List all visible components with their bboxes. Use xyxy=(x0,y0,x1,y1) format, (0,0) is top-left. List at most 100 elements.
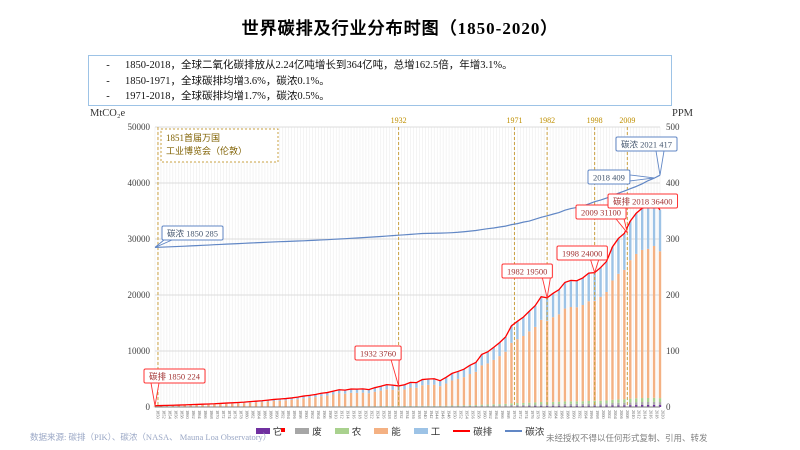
bar-segment-它 xyxy=(575,405,579,407)
x-axis-tick-label: 2010 xyxy=(631,410,636,419)
bar-segment-工 xyxy=(314,394,317,398)
x-axis-tick-label: 1998 xyxy=(595,410,600,419)
bar-segment-工 xyxy=(510,325,513,343)
bar-segment-农 xyxy=(635,398,638,403)
bar-segment-能 xyxy=(486,363,489,405)
bar-segment-能 xyxy=(314,397,317,407)
bar-segment-工 xyxy=(403,384,406,390)
bar-segment-工 xyxy=(266,400,270,402)
bar-segment-工 xyxy=(326,392,329,396)
bar-segment-能 xyxy=(272,401,276,407)
bar-segment-废 xyxy=(539,404,543,406)
x-axis-tick-label: 1864 xyxy=(197,410,202,419)
event-note-text: 1851首届万国 xyxy=(166,132,220,143)
x-axis-tick-label: 1916 xyxy=(352,410,357,419)
bar-segment-工 xyxy=(444,377,448,384)
x-axis-tick-label: 1936 xyxy=(411,410,416,419)
bar-segment-它 xyxy=(640,405,644,407)
bar-segment-农 xyxy=(575,401,579,404)
bar-segment-能 xyxy=(236,403,240,407)
annotation-text: 1998 24000 xyxy=(562,249,602,259)
annotation-text: 2018 409 xyxy=(593,173,625,183)
x-axis-tick-label: 1928 xyxy=(387,410,392,419)
bar-segment-能 xyxy=(557,314,561,402)
x-axis-tick-label: 1952 xyxy=(459,410,464,419)
annotation-text: 2009 31100 xyxy=(581,208,621,218)
bar-segment-农 xyxy=(444,405,448,407)
bar-segment-废 xyxy=(623,402,626,406)
bar-segment-它 xyxy=(629,405,632,407)
x-axis-tick-label: 1914 xyxy=(346,410,351,419)
summary-list: - 1850-2018，全球二氧化碳排放从2.24亿吨增长到364亿吨，总增162… xyxy=(97,58,667,105)
x-axis-tick-label: 1990 xyxy=(571,410,576,419)
bar-segment-农 xyxy=(605,400,608,404)
bar-segment-农 xyxy=(450,405,454,407)
summary-box: - 1850-2018，全球二氧化碳排放从2.24亿吨增长到364亿吨，总增162… xyxy=(88,55,672,106)
bar-segment-工 xyxy=(421,379,424,386)
annotation-callout xyxy=(143,368,206,384)
x-axis-tick-label: 1988 xyxy=(565,410,570,419)
bar-segment-工 xyxy=(343,390,347,394)
bar-segment-工 xyxy=(290,397,293,400)
bar-segment-能 xyxy=(361,392,365,407)
bar-segment-能 xyxy=(599,296,602,401)
bar-segment-工 xyxy=(581,277,584,306)
x-axis-tick-label: 1938 xyxy=(417,410,422,419)
bar-segment-能 xyxy=(658,251,662,399)
legend-label: 农 xyxy=(351,428,362,438)
x-axis-tick-label: 1984 xyxy=(554,410,559,419)
x-axis-tick-label: 1972 xyxy=(518,410,523,419)
annotation-callout xyxy=(161,225,224,241)
bar-segment-工 xyxy=(629,221,632,261)
x-axis-tick-label: 1974 xyxy=(524,410,529,419)
legend-label: 它 xyxy=(272,428,283,438)
x-axis-tick-label: 1860 xyxy=(185,410,190,419)
legend-color-swatch xyxy=(334,428,349,434)
bar-segment-废 xyxy=(587,403,590,406)
bar-segment-能 xyxy=(427,384,430,406)
bar-segment-废 xyxy=(522,404,525,407)
bar-segment-工 xyxy=(355,389,359,393)
legend-label: 废 xyxy=(312,428,322,438)
x-axis-tick-label: 1872 xyxy=(221,410,226,419)
x-axis-tick-label: 1856 xyxy=(173,410,178,419)
bar-segment-能 xyxy=(159,405,163,407)
bar-segment-废 xyxy=(486,405,489,407)
bar-segment-农 xyxy=(581,401,584,404)
bar-segment-废 xyxy=(474,405,478,407)
bar-segment-农 xyxy=(522,402,525,405)
bar-segment-能 xyxy=(545,320,549,403)
bar-segment-工 xyxy=(498,342,501,357)
summary-bullet-text: 1850-2018，全球二氧化碳排放从2.24亿吨增长到364亿吨，总增162.… xyxy=(125,60,513,71)
bar-segment-能 xyxy=(219,404,222,407)
bar-segment-能 xyxy=(201,404,204,407)
x-axis-tick-label: 1912 xyxy=(340,410,345,419)
bar-segment-工 xyxy=(557,289,561,315)
x-axis-tick-label: 1964 xyxy=(494,410,499,419)
bar-segment-农 xyxy=(646,397,650,402)
bar-segment-工 xyxy=(438,380,442,387)
bar-segment-工 xyxy=(272,399,276,402)
x-axis-tick-label: 2016 xyxy=(649,410,654,419)
legend-item-碳排: 碳排 xyxy=(453,424,492,438)
event-year-label: 1932 xyxy=(391,116,407,125)
x-axis-tick-label: 1892 xyxy=(280,410,285,419)
bar-segment-能 xyxy=(415,387,418,406)
x-axis-tick-label: 2008 xyxy=(625,410,630,419)
x-axis-tick-label: 1858 xyxy=(179,410,184,419)
y-axis-tick-label-left: 50000 xyxy=(128,122,151,132)
bar-segment-工 xyxy=(320,393,323,397)
bar-segment-能 xyxy=(189,405,192,407)
y-axis-tick-label-left: 10000 xyxy=(128,346,151,356)
bar-segment-工 xyxy=(296,397,299,400)
bar-segment-能 xyxy=(207,404,210,407)
x-axis-tick-label: 1996 xyxy=(589,410,594,419)
bar-segment-废 xyxy=(640,402,644,406)
x-axis-tick-label: 1946 xyxy=(441,410,446,419)
event-year-label: 1971 xyxy=(506,116,522,125)
bar-segment-能 xyxy=(652,245,656,398)
bar-segment-它 xyxy=(557,405,561,407)
legend-item-工: 工 xyxy=(413,424,440,438)
left-axis-unit-label: MtCO₂e xyxy=(90,108,126,119)
